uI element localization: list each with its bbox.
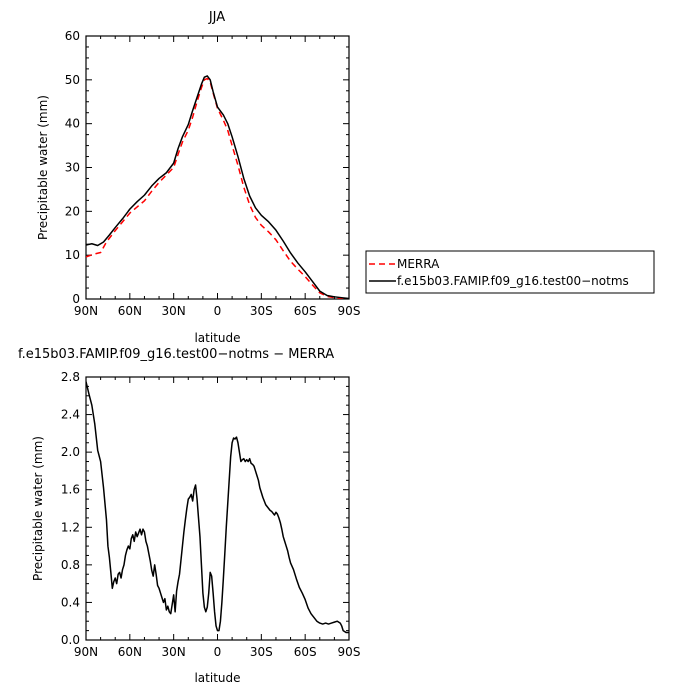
series-line-f [86, 75, 349, 299]
plot-title: f.e15b03.FAMIP.f09_g16.test00−notms − ME… [18, 347, 334, 362]
x-tick-label: 90S [338, 645, 361, 659]
y-tick-label: 30 [65, 161, 80, 175]
y-tick-label: 0.4 [61, 595, 80, 609]
series-line [86, 381, 349, 634]
y-axis-label: Precipitable water (mm) [31, 436, 45, 581]
x-tick-label: 30N [162, 645, 186, 659]
x-tick-label: 60S [294, 645, 317, 659]
x-tick-label: 30S [250, 304, 273, 318]
x-tick-label: 90N [74, 645, 98, 659]
legend-entry: MERRA [397, 257, 440, 271]
y-tick-label: 0.0 [61, 633, 80, 647]
x-tick-label: 60N [118, 304, 142, 318]
y-tick-label: 0.8 [61, 558, 80, 572]
y-tick-label: 60 [65, 29, 80, 43]
series-line-merra [86, 77, 349, 299]
x-tick-label: 30N [162, 304, 186, 318]
panel-bottom-difference: f.e15b03.FAMIP.f09_g16.test00−notms − ME… [18, 347, 360, 685]
y-axis-label: Precipitable water (mm) [36, 95, 50, 240]
plot-title: JJA [208, 10, 225, 25]
plot-frame [85, 376, 350, 641]
panel-top-jja: JJA 90N 60N 30N 0 30S 60S 90S 0 10 20 30 40 50 60 latit… [36, 10, 655, 345]
x-tick-label: 30S [250, 645, 273, 659]
x-axis-label: latitude [194, 331, 240, 345]
y-tick-label: 2.0 [61, 445, 80, 459]
legend-entry: f.e15b03.FAMIP.f09_g16.test00−notms [397, 274, 629, 288]
x-tick-label: 0 [214, 304, 222, 318]
y-tick-label: 10 [65, 248, 80, 262]
y-tick-label: 2.8 [61, 370, 80, 384]
y-tick-label: 40 [65, 117, 80, 131]
x-tick-label: 60N [118, 645, 142, 659]
y-tick-label: 1.2 [61, 520, 80, 534]
x-tick-label: 90N [74, 304, 98, 318]
y-tick-label: 0 [72, 292, 80, 306]
y-tick-label: 1.6 [61, 483, 80, 497]
x-tick-label: 0 [214, 645, 222, 659]
y-tick-label: 20 [65, 204, 80, 218]
x-axis-label: latitude [194, 671, 240, 685]
plot-frame [85, 35, 350, 300]
x-tick-label: 90S [338, 304, 361, 318]
x-tick-label: 60S [294, 304, 317, 318]
y-tick-label: 2.4 [61, 408, 80, 422]
y-tick-label: 50 [65, 73, 80, 87]
legend-box [365, 250, 655, 294]
